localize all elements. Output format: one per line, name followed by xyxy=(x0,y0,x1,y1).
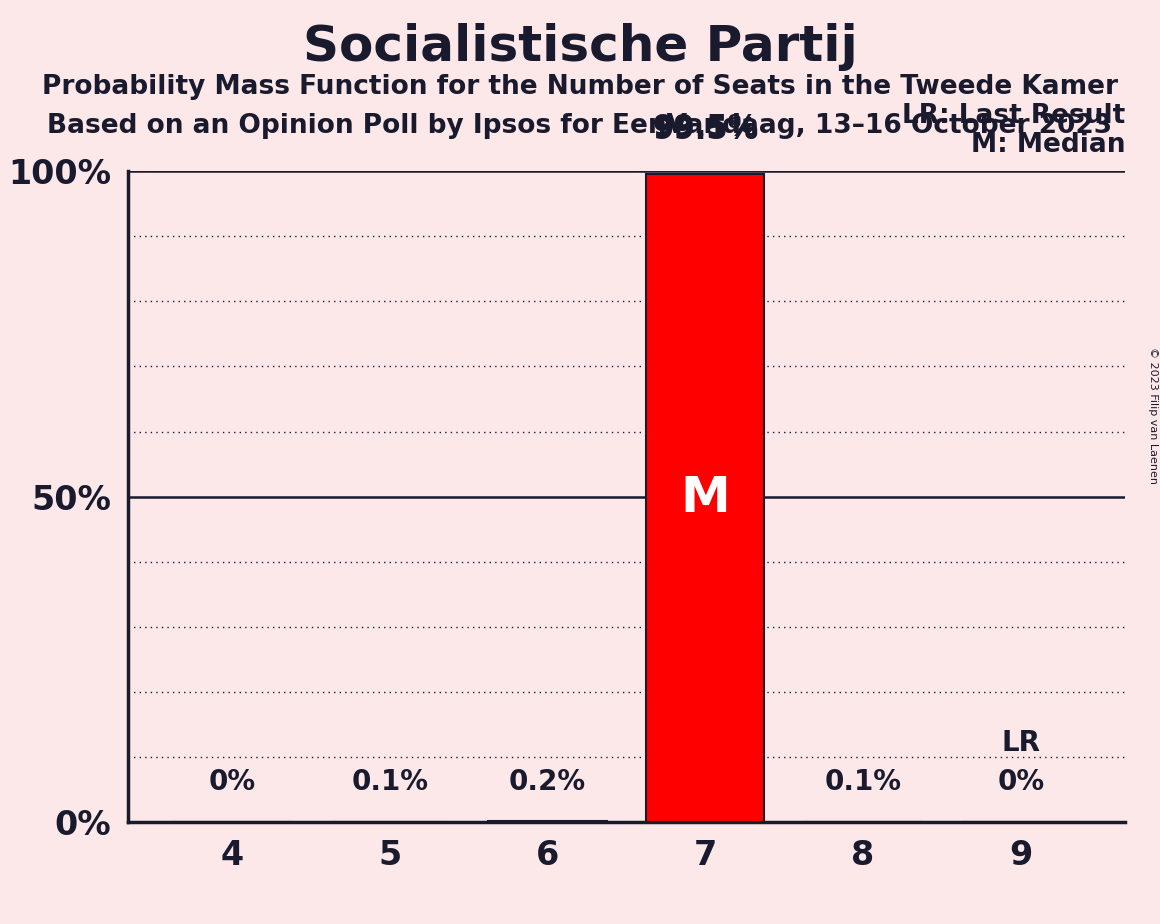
Text: M: Median: M: Median xyxy=(971,132,1125,158)
Text: 0%: 0% xyxy=(998,768,1044,796)
Text: Socialistische Partij: Socialistische Partij xyxy=(303,23,857,71)
Text: 0%: 0% xyxy=(209,768,255,796)
Text: M: M xyxy=(681,474,730,522)
Text: LR: Last Result: LR: Last Result xyxy=(902,103,1125,128)
Bar xyxy=(488,821,607,822)
Text: Based on an Opinion Poll by Ipsos for EenVandaag, 13–16 October 2023: Based on an Opinion Poll by Ipsos for Ee… xyxy=(48,113,1112,139)
Text: 99.5%: 99.5% xyxy=(652,113,759,141)
Text: LR: LR xyxy=(1001,729,1041,758)
Bar xyxy=(646,175,764,822)
Text: 99.5%: 99.5% xyxy=(652,116,759,145)
Text: Probability Mass Function for the Number of Seats in the Tweede Kamer: Probability Mass Function for the Number… xyxy=(42,74,1118,100)
Text: 0.1%: 0.1% xyxy=(825,768,901,796)
Text: 0.1%: 0.1% xyxy=(351,768,428,796)
Text: 0.2%: 0.2% xyxy=(509,768,586,796)
Text: © 2023 Filip van Laenen: © 2023 Filip van Laenen xyxy=(1147,347,1158,484)
